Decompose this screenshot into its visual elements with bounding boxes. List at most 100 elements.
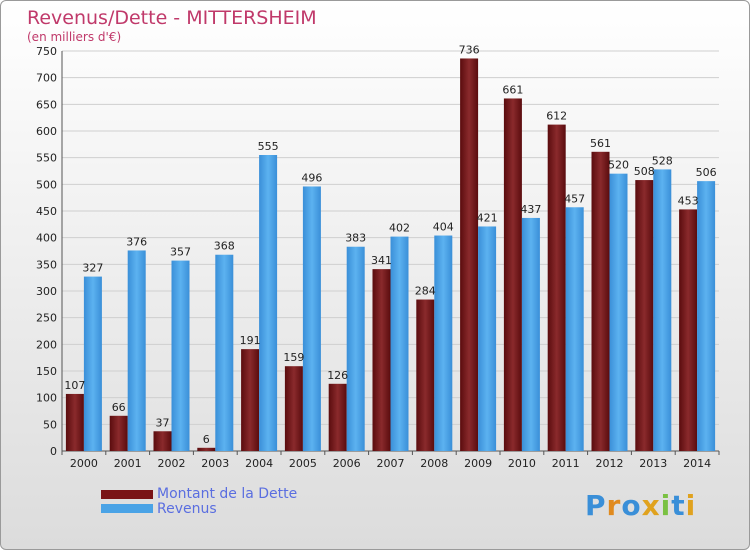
value-label-debt: 561 (590, 137, 611, 150)
bar-debt (679, 209, 698, 451)
legend-label-debt: Montant de la Dette (157, 486, 298, 502)
value-label-debt: 107 (64, 379, 85, 392)
value-label-debt: 661 (502, 83, 523, 96)
legend-swatch-debt (101, 490, 153, 499)
bar-debt (591, 151, 610, 452)
bar-revenue (259, 155, 278, 451)
logo-letter: P (585, 489, 607, 522)
value-label-revenue: 383 (345, 232, 366, 245)
x-tick-label: 2009 (464, 457, 492, 470)
x-tick-label: 2003 (201, 457, 229, 470)
value-label-revenue: 357 (170, 246, 191, 259)
x-tick-label: 2007 (377, 457, 405, 470)
y-tick-label: 600 (36, 125, 57, 138)
bar-revenue (302, 186, 321, 451)
y-tick-label: 650 (36, 98, 57, 111)
value-label-debt: 341 (371, 254, 392, 267)
bar-revenue (390, 236, 409, 451)
bar-revenue (215, 254, 234, 451)
proxiti-logo: Proxiti (585, 489, 696, 522)
y-axis-labels: 0 50 100 150 200 250 300 350 400 450 500 550 600 650 7… (36, 45, 57, 458)
value-label-revenue: 368 (214, 240, 235, 253)
logo-letter: r (606, 489, 622, 522)
value-label-debt: 126 (327, 369, 348, 382)
bar-revenue (346, 246, 365, 451)
value-label-revenue: 421 (477, 211, 498, 224)
value-label-debt: 6 (203, 433, 210, 446)
logo-letter: x (641, 489, 661, 522)
value-label-debt: 612 (546, 110, 567, 123)
bar-debt (65, 393, 84, 451)
bar-revenue (609, 173, 628, 451)
bar-revenue (83, 276, 102, 451)
logo-letter: i (660, 489, 672, 522)
y-tick-label: 350 (36, 258, 57, 271)
bar-revenue (434, 235, 453, 451)
y-tick-label: 250 (36, 312, 57, 325)
bar-revenue (697, 181, 716, 451)
bar-revenue (127, 250, 146, 451)
x-tick-label: 2004 (245, 457, 273, 470)
logo-letter: o (621, 489, 642, 522)
y-tick-label: 100 (36, 392, 57, 405)
logo-letter: t (671, 489, 686, 522)
value-labels: 107 327 66 376 37 357 6 368 191 555 159 496 126 383 34… (64, 43, 716, 445)
value-label-revenue: 402 (389, 222, 410, 235)
x-tick-label: 2005 (289, 457, 317, 470)
value-label-revenue: 327 (82, 262, 103, 275)
value-label-debt: 453 (678, 194, 699, 207)
y-tick-label: 0 (50, 445, 57, 458)
bar-debt (153, 431, 172, 451)
x-tick-label: 2011 (552, 457, 580, 470)
value-label-revenue: 506 (696, 166, 717, 179)
x-tick-label: 2013 (639, 457, 667, 470)
bar-debt (372, 269, 391, 451)
x-tick-label: 2010 (508, 457, 536, 470)
logo-letter: i (685, 489, 697, 522)
y-tick-label: 200 (36, 338, 57, 351)
x-axis-labels: 2000 2001 2002 2003 2004 2005 2006 2007 2008 2009… (70, 457, 711, 470)
chart-title: Revenus/Dette - MITTERSHEIM (27, 7, 317, 29)
value-label-debt: 736 (459, 43, 480, 56)
bar-debt (328, 383, 347, 451)
legend-label-revenue: Revenus (157, 501, 217, 517)
x-tick-label: 2001 (114, 457, 142, 470)
value-label-revenue: 376 (126, 235, 147, 248)
value-label-revenue: 528 (652, 154, 673, 167)
chart-subtitle: (en milliers d'€) (27, 30, 122, 44)
legend (101, 490, 153, 513)
value-label-debt: 37 (156, 416, 170, 429)
x-tick-label: 2008 (420, 457, 448, 470)
x-tick-label: 2014 (683, 457, 711, 470)
bar-debt (547, 124, 566, 451)
y-tick-label: 700 (36, 72, 57, 85)
value-label-revenue: 457 (564, 192, 585, 205)
value-label-debt: 508 (634, 165, 655, 178)
x-tick-label: 2000 (70, 457, 98, 470)
value-label-debt: 191 (240, 334, 261, 347)
legend-swatch-revenue (101, 504, 153, 513)
value-label-revenue: 437 (520, 203, 541, 216)
value-label-revenue: 496 (301, 171, 322, 184)
value-label-debt: 284 (415, 285, 436, 298)
value-label-revenue: 520 (608, 159, 629, 172)
bar-revenue (478, 226, 497, 451)
bars (65, 58, 716, 452)
bar-debt (241, 349, 260, 451)
y-tick-label: 450 (36, 205, 57, 218)
y-tick-label: 500 (36, 178, 57, 191)
value-label-debt: 66 (112, 401, 126, 414)
y-tick-label: 400 (36, 232, 57, 245)
value-label-revenue: 404 (433, 221, 454, 234)
bar-revenue (565, 207, 584, 451)
bar-debt (109, 415, 128, 451)
bar-debt (503, 98, 522, 451)
bar-debt (460, 58, 479, 451)
y-tick-label: 300 (36, 285, 57, 298)
bar-revenue (653, 169, 672, 451)
x-tick-label: 2012 (596, 457, 624, 470)
bar-debt (416, 299, 435, 451)
bar-revenue (521, 217, 540, 451)
x-tick-label: 2006 (333, 457, 361, 470)
